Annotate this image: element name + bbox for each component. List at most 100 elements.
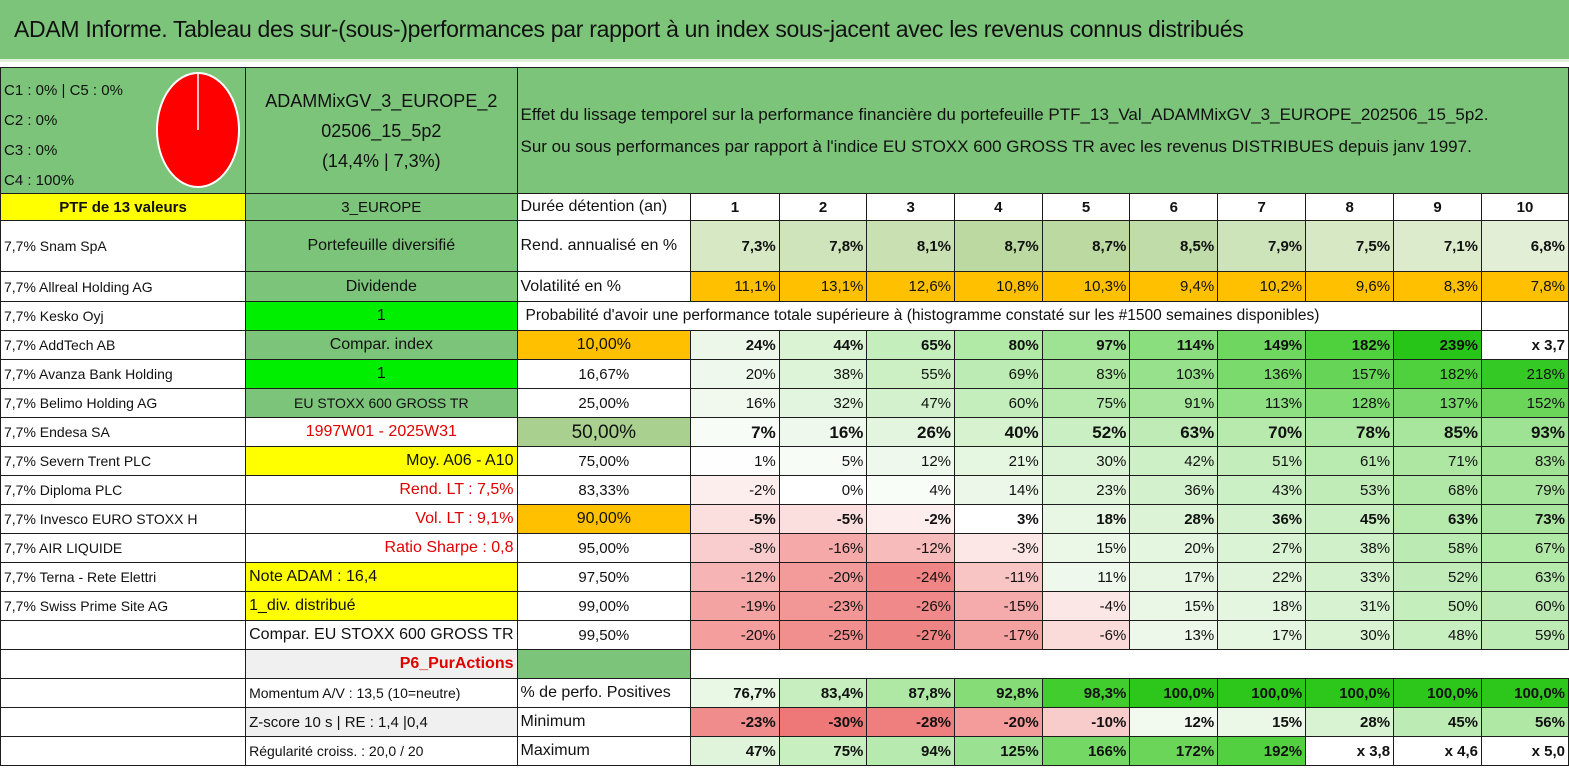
pos-value: 100,0%	[1481, 678, 1569, 708]
quantile-value: 68%	[1393, 475, 1483, 505]
quantile-value: 1%	[690, 446, 780, 476]
ptf-header: PTF de 13 valeurs	[0, 193, 247, 221]
rend-value: 7,1%	[1393, 220, 1483, 272]
quantile-value: 114%	[1129, 330, 1219, 360]
quantile-value: 113%	[1217, 388, 1307, 418]
quantile-value: 63%	[1481, 562, 1569, 592]
quantile-value: 137%	[1393, 388, 1483, 418]
rend-value: 7,9%	[1217, 220, 1307, 272]
quantile-value: 61%	[1305, 446, 1395, 476]
year-header: 5	[1041, 193, 1131, 221]
quantile-value: 60%	[1481, 591, 1569, 621]
compar-full-cell: Compar. EU STOXX 600 GROSS TR	[245, 620, 518, 650]
quantile-value: 67%	[1481, 533, 1569, 563]
rend-value: 7,5%	[1305, 220, 1395, 272]
year-header: 8	[1305, 193, 1395, 221]
quantile-value: 80%	[954, 330, 1043, 360]
holding-item: 7,7% Belimo Holding AG	[0, 388, 247, 418]
quantile-value: -8%	[690, 533, 780, 563]
quantile-label: 25,00%	[516, 388, 692, 418]
rend-lt-cell: Rend. LT : 7,5%	[245, 475, 518, 505]
holding-item: 7,7% Kesko Oyj	[0, 301, 247, 331]
quantile-value: 4%	[866, 475, 956, 505]
rend-value: 7,8%	[778, 220, 868, 272]
quantile-value: 71%	[1393, 446, 1483, 476]
holding-item: 7,7% Diploma PLC	[0, 475, 247, 505]
quantile-label: 75,00%	[516, 446, 692, 476]
quantile-value: 36%	[1129, 475, 1219, 505]
portfolio-name-cell: ADAMMixGV_3_EUROPE_2 02506_15_5p2 (14,4%…	[245, 67, 518, 194]
quantile-value: 26%	[866, 417, 956, 447]
vol-value: 11,1%	[690, 271, 780, 302]
quantile-value: 50%	[1393, 591, 1483, 621]
max-value: x 4,6	[1393, 736, 1483, 766]
quantile-value: 53%	[1305, 475, 1395, 505]
max-value: 192%	[1217, 736, 1307, 766]
sheet-link[interactable]: P6_PurActions	[245, 649, 518, 679]
quantile-value: 52%	[1393, 562, 1483, 592]
quantile-value: -15%	[954, 591, 1043, 621]
regularite-cell: Régularité croiss. : 20,0 / 20	[245, 736, 518, 766]
pos-value: 76,7%	[690, 678, 780, 708]
max-value: 125%	[954, 736, 1043, 766]
quantile-label: 16,67%	[516, 359, 692, 389]
pos-value: 92,8%	[954, 678, 1043, 708]
min-value: 12%	[1129, 707, 1219, 737]
min-value: -28%	[866, 707, 956, 737]
year-header: 7	[1217, 193, 1307, 221]
quantile-value: -26%	[866, 591, 956, 621]
quantile-value: 48%	[1393, 620, 1483, 650]
quantile-value: 22%	[1217, 562, 1307, 592]
rend-value: 8,7%	[954, 220, 1043, 272]
vol-value: 9,6%	[1305, 271, 1395, 302]
quantile-value: 17%	[1217, 620, 1307, 650]
rend-value: 8,5%	[1129, 220, 1219, 272]
pos-value: 87,8%	[866, 678, 956, 708]
quantile-value: 28%	[1129, 504, 1219, 534]
holding-item: 7,7% Invesco EURO STOXX H	[0, 504, 247, 534]
pos-value: 100,0%	[1217, 678, 1307, 708]
quantile-value: 63%	[1393, 504, 1483, 534]
quantile-value: 103%	[1129, 359, 1219, 389]
momentum-cell: Momentum A/V : 13,5 (10=neutre)	[245, 678, 518, 708]
quantile-value: 18%	[1217, 591, 1307, 621]
min-value: 28%	[1305, 707, 1395, 737]
quantile-value: -3%	[954, 533, 1043, 563]
pos-value: 98,3%	[1041, 678, 1131, 708]
pos-label: % de perfo. Positives	[516, 678, 692, 708]
prob-label: Probabilité d'avoir une performance tota…	[525, 307, 1320, 325]
note-adam-cell: Note ADAM : 16,4	[245, 562, 518, 592]
quantile-value: -25%	[778, 620, 868, 650]
quantile-value: 52%	[1041, 417, 1131, 447]
holding-item: 7,7% Allreal Holding AG	[0, 271, 247, 302]
holding-item: 7,7% Severn Trent PLC	[0, 446, 247, 476]
rend-value: 6,8%	[1481, 220, 1569, 272]
description-line1: Effet du lissage temporel sur la perform…	[520, 104, 1489, 124]
quantile-value: 45%	[1305, 504, 1395, 534]
quantile-value: -20%	[778, 562, 868, 592]
quantile-value: 20%	[690, 359, 780, 389]
year-header: 4	[954, 193, 1043, 221]
quantile-value: 42%	[1129, 446, 1219, 476]
quantile-value: -20%	[690, 620, 780, 650]
sharpe-cell: Ratio Sharpe : 0,8	[245, 533, 518, 563]
quantile-value: 7%	[690, 417, 780, 447]
quantile-value: -12%	[866, 533, 956, 563]
empty-cell	[0, 678, 247, 708]
pos-value: 83,4%	[778, 678, 868, 708]
year-header: 9	[1393, 193, 1483, 221]
quantile-label: 10,00%	[516, 330, 692, 360]
holding-item: 7,7% Terna - Rete Elettri	[0, 562, 247, 592]
description-line2: Sur ou sous performances par rapport à l…	[520, 136, 1472, 156]
empty-cell	[0, 707, 247, 737]
quantile-label: 83,33%	[516, 475, 692, 505]
holding-item: 7,7% Avanza Bank Holding	[0, 359, 247, 389]
quantile-label: 99,00%	[516, 591, 692, 621]
max-value: 172%	[1129, 736, 1219, 766]
portfolio-name-line1: ADAMMixGV_3_EUROPE_2	[265, 90, 498, 111]
quantile-value: 44%	[778, 330, 868, 360]
report-table: C1 : 0% | C5 : 0% C2 : 0% C3 : 0% C4 : 1…	[0, 67, 1569, 766]
dividend-type-cell: 1_div. distribué	[245, 591, 518, 621]
quantile-value: 32%	[778, 388, 868, 418]
quantile-value: 63%	[1129, 417, 1219, 447]
